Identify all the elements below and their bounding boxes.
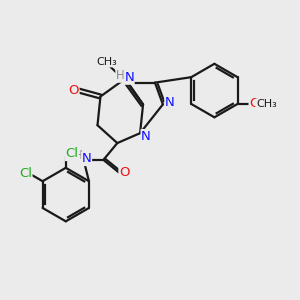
Text: N: N	[165, 96, 175, 109]
Text: O: O	[68, 84, 79, 97]
Text: Cl: Cl	[65, 148, 78, 160]
Text: O: O	[249, 98, 260, 110]
Text: CH₃: CH₃	[96, 57, 117, 67]
Text: N: N	[124, 71, 134, 84]
Text: O: O	[119, 166, 130, 179]
Text: CH₃: CH₃	[256, 99, 277, 109]
Text: H: H	[74, 149, 83, 162]
Text: N: N	[82, 152, 92, 165]
Text: Cl: Cl	[19, 167, 32, 180]
Text: H: H	[116, 69, 125, 82]
Text: N: N	[141, 130, 151, 142]
